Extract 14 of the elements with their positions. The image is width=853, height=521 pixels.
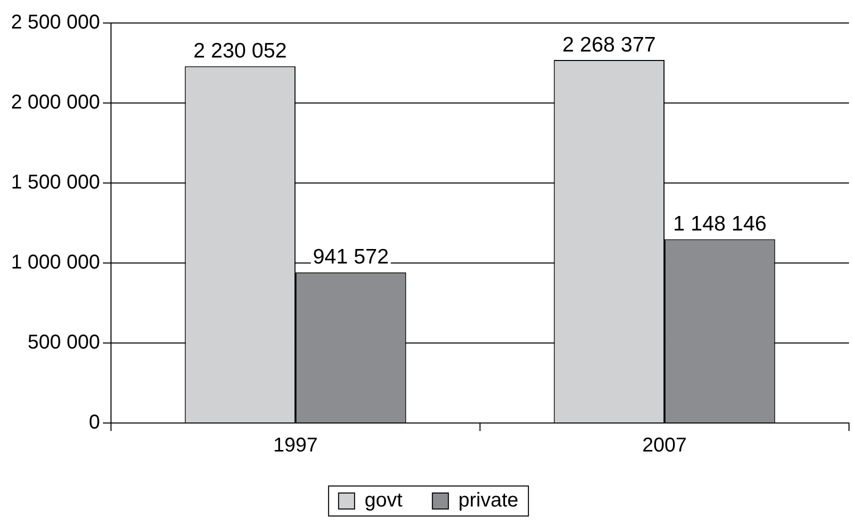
data-label: 2 268 377 (562, 33, 656, 56)
y-tick-label: 0 (88, 412, 100, 434)
data-label: 941 572 (312, 246, 389, 269)
y-tick-label: 1 000 000 (10, 252, 100, 274)
data-label: 1 148 146 (673, 212, 767, 236)
legend-label: private (458, 490, 518, 512)
legend-label: govt (364, 490, 403, 512)
x-tick-label: 1997 (273, 434, 318, 457)
y-tick-label: 500 000 (28, 332, 100, 354)
y-tick-label: 2 000 000 (10, 92, 100, 114)
y-tick-label: 1 500 000 (10, 172, 100, 194)
x-tick-label: 2007 (642, 434, 687, 457)
data-label: 2 230 052 (193, 39, 287, 62)
y-tick-label: 2 500 000 (10, 12, 100, 34)
